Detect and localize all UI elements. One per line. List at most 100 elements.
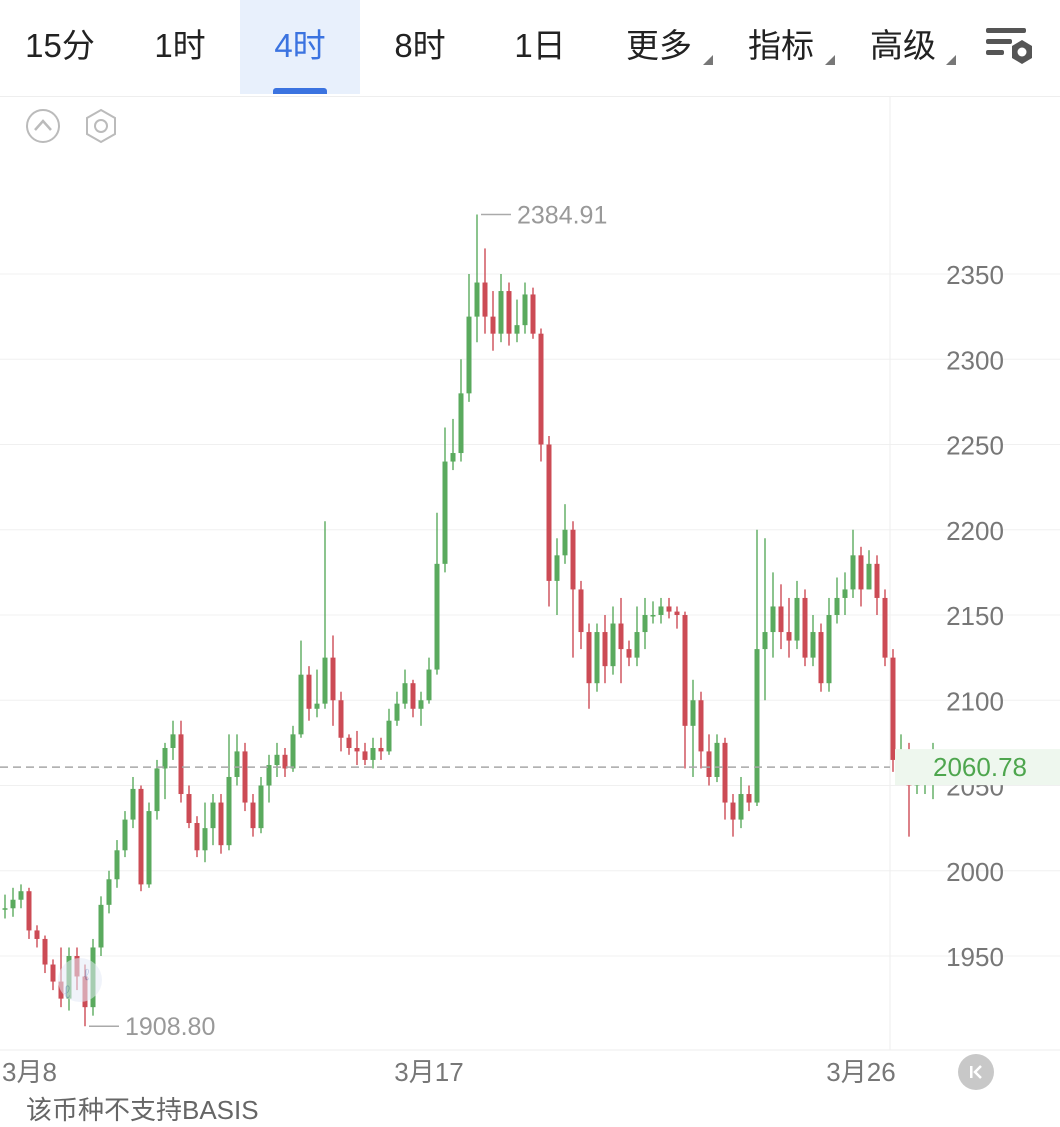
chevron-up-circle-icon — [26, 109, 60, 143]
candle — [546, 435, 552, 607]
candle — [402, 669, 408, 709]
candle — [690, 679, 696, 777]
candle — [370, 737, 376, 769]
candle — [194, 816, 200, 858]
y-tick-label: 2350 — [946, 260, 1004, 290]
candle — [322, 521, 328, 709]
candle — [514, 299, 520, 343]
candle — [866, 550, 872, 590]
candle — [250, 794, 256, 837]
candle — [226, 734, 232, 851]
candle — [218, 794, 224, 854]
candle — [778, 584, 784, 650]
candle — [874, 555, 880, 615]
candle — [506, 282, 512, 346]
candle — [554, 538, 560, 615]
candle — [330, 635, 336, 726]
tab-indicators[interactable]: 指标 — [748, 27, 814, 64]
candle — [674, 606, 680, 629]
candle — [146, 802, 152, 888]
candle — [466, 274, 472, 402]
y-tick-label: 1950 — [946, 942, 1004, 972]
candle — [530, 287, 536, 339]
candle — [658, 597, 664, 624]
candle — [746, 785, 752, 812]
candle — [754, 529, 760, 806]
candle — [682, 611, 688, 769]
candle — [770, 572, 776, 658]
candle — [562, 504, 568, 564]
candle — [850, 529, 856, 598]
candle — [882, 589, 888, 667]
interval-tab-bar: 15分 1时 4时 8时 1日 更多 指标 高级 — [0, 0, 1060, 97]
candle — [154, 759, 160, 820]
tab-4h[interactable]: 4时 — [240, 0, 360, 94]
candle — [498, 274, 504, 343]
candle — [482, 248, 488, 334]
candle — [586, 623, 592, 709]
candle — [122, 811, 128, 858]
chart-settings-button[interactable] — [982, 22, 1038, 72]
candle — [802, 589, 808, 667]
tab-15min[interactable]: 15分 — [25, 27, 95, 64]
collapse-indicators-button[interactable] — [25, 108, 61, 144]
y-tick-label: 2100 — [946, 686, 1004, 716]
candle — [858, 546, 864, 607]
candle — [274, 742, 280, 777]
skip-back-icon — [970, 1065, 982, 1079]
candle — [42, 935, 48, 974]
candle — [210, 794, 216, 846]
candle — [162, 742, 168, 800]
candle — [186, 785, 192, 829]
y-tick-label: 2300 — [946, 345, 1004, 375]
candle — [298, 640, 304, 738]
candle — [258, 776, 264, 834]
candle — [602, 615, 608, 684]
candle — [98, 896, 104, 956]
candle — [138, 785, 144, 892]
rewind-to-latest-button[interactable] — [958, 1054, 994, 1090]
candle — [266, 754, 272, 803]
y-tick-label: 2150 — [946, 601, 1004, 631]
tab-8h[interactable]: 8时 — [394, 27, 446, 64]
candle — [106, 870, 112, 914]
more-dropdown-caret-icon — [703, 55, 713, 65]
candle — [810, 615, 816, 667]
x-tick-label: 3月17 — [394, 1057, 463, 1087]
candle — [730, 794, 736, 837]
grid-lines — [0, 273, 1060, 957]
candle — [354, 730, 360, 766]
candle — [434, 512, 440, 675]
tab-1d[interactable]: 1日 — [514, 27, 566, 64]
high-price-label: 2384.91 — [517, 201, 607, 229]
candle — [818, 623, 824, 692]
time-axis: 3月8 3月17 3月26 — [2, 1057, 896, 1087]
list-settings-icon — [986, 28, 1032, 64]
candle — [10, 887, 16, 917]
candle — [666, 597, 672, 619]
candle — [282, 747, 288, 777]
candle — [2, 894, 8, 919]
tab-advanced[interactable]: 高级 — [870, 27, 936, 64]
indicator-settings-button[interactable] — [83, 108, 119, 144]
candle — [114, 840, 120, 888]
x-tick-label: 3月26 — [826, 1057, 895, 1087]
tab-1h[interactable]: 1时 — [154, 27, 206, 64]
candle — [594, 623, 600, 692]
candle — [34, 925, 40, 948]
candle — [170, 720, 176, 760]
candle — [338, 691, 344, 752]
tab-more[interactable]: 更多 — [626, 27, 692, 64]
candle — [418, 691, 424, 726]
candle — [722, 737, 728, 820]
candle — [346, 734, 352, 755]
candle — [650, 601, 656, 624]
candle — [18, 884, 24, 909]
candle — [786, 597, 792, 658]
candle — [306, 666, 312, 721]
candle — [538, 328, 544, 462]
candle — [834, 577, 840, 624]
candle — [626, 640, 632, 667]
hexagon-settings-icon — [86, 108, 116, 144]
